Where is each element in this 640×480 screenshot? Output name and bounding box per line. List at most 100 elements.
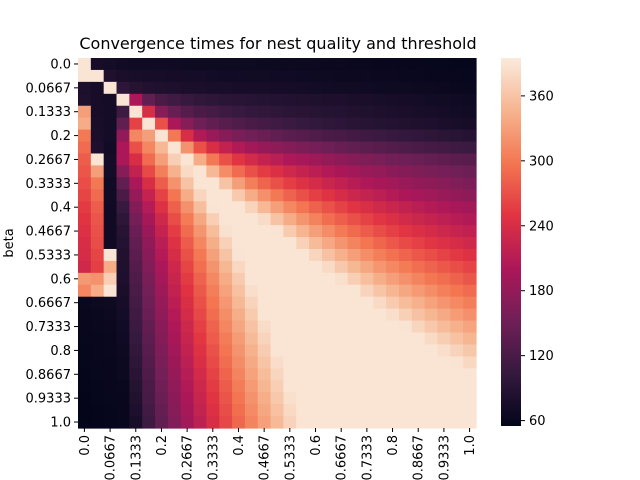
heatmap-cell bbox=[193, 225, 207, 238]
x-tick-label: 0.4 bbox=[232, 435, 247, 456]
heatmap-cell bbox=[321, 129, 336, 143]
heatmap-cell bbox=[257, 296, 272, 310]
heatmap-cell bbox=[103, 308, 118, 322]
heatmap-cell bbox=[167, 248, 182, 262]
heatmap-cell bbox=[424, 368, 439, 381]
heatmap-cell bbox=[167, 81, 182, 95]
heatmap-cell bbox=[283, 332, 297, 346]
heatmap-cell bbox=[450, 237, 464, 250]
heatmap-cell bbox=[116, 69, 130, 83]
heatmap-cell bbox=[270, 93, 285, 107]
heatmap-cell bbox=[437, 141, 451, 155]
heatmap-cell bbox=[155, 248, 169, 262]
heatmap-cell bbox=[193, 272, 207, 286]
heatmap-cell bbox=[283, 368, 297, 381]
heatmap-cell bbox=[142, 201, 156, 214]
heatmap-cell bbox=[334, 308, 349, 322]
heatmap-cell bbox=[103, 248, 118, 262]
heatmap-cell bbox=[283, 392, 297, 405]
heatmap-cell bbox=[424, 344, 439, 357]
heatmap-cell bbox=[373, 320, 387, 334]
heatmap-cell bbox=[450, 404, 464, 417]
heatmap-cell bbox=[424, 58, 439, 71]
heatmap-cell bbox=[463, 69, 477, 83]
heatmap-cell bbox=[360, 368, 374, 381]
heatmap-cell bbox=[437, 237, 451, 250]
heatmap-cell bbox=[321, 368, 336, 381]
heatmap-cell bbox=[155, 237, 169, 250]
heatmap-cell bbox=[103, 189, 118, 202]
heatmap-cell bbox=[180, 58, 195, 71]
heatmap-cell bbox=[360, 141, 374, 155]
heatmap-cell bbox=[450, 58, 464, 71]
heatmap-cell bbox=[309, 129, 323, 143]
heatmap-cell bbox=[360, 81, 374, 95]
heatmap-cell bbox=[129, 272, 143, 286]
heatmap-cell bbox=[257, 93, 272, 107]
heatmap-cell bbox=[270, 368, 285, 381]
heatmap-cell bbox=[450, 308, 464, 322]
heatmap-cell bbox=[206, 272, 220, 286]
heatmap-cell bbox=[463, 213, 477, 226]
heatmap-cell bbox=[90, 404, 105, 417]
heatmap-cell bbox=[244, 81, 259, 95]
heatmap-cell bbox=[296, 201, 310, 214]
heatmap-cell bbox=[219, 141, 233, 155]
heatmap-cell bbox=[206, 416, 220, 429]
heatmap-cell bbox=[463, 201, 477, 214]
heatmap-cell bbox=[321, 416, 336, 429]
heatmap-cell bbox=[90, 81, 105, 95]
heatmap-cell bbox=[296, 153, 310, 167]
heatmap-cell bbox=[244, 153, 259, 167]
heatmap-cell bbox=[116, 284, 130, 298]
heatmap-cell bbox=[129, 320, 143, 334]
heatmap-cell bbox=[116, 201, 130, 214]
heatmap-cell bbox=[244, 380, 259, 393]
heatmap-cell bbox=[321, 272, 336, 286]
heatmap-cell bbox=[347, 284, 362, 298]
heatmap-cell bbox=[347, 392, 362, 405]
heatmap-cell bbox=[334, 69, 349, 83]
heatmap-cell bbox=[321, 117, 336, 131]
heatmap-cell bbox=[103, 404, 118, 417]
heatmap-cell bbox=[232, 296, 246, 310]
heatmap-cell bbox=[386, 237, 400, 250]
heatmap-cell bbox=[373, 93, 387, 107]
heatmap-cell bbox=[129, 81, 143, 95]
heatmap-cell bbox=[155, 404, 169, 417]
heatmap-cell bbox=[437, 248, 451, 262]
heatmap-cell bbox=[206, 69, 220, 83]
heatmap-cell bbox=[193, 296, 207, 310]
heatmap-cell bbox=[232, 356, 246, 369]
heatmap-cell bbox=[142, 213, 156, 226]
heatmap-cell bbox=[334, 380, 349, 393]
heatmap-cell bbox=[232, 284, 246, 298]
heatmap-cell bbox=[450, 93, 464, 107]
heatmap-cell bbox=[398, 308, 413, 322]
heatmap-cell bbox=[90, 177, 105, 190]
heatmap-cell bbox=[116, 308, 130, 322]
heatmap-cell bbox=[116, 332, 130, 346]
heatmap-cell bbox=[334, 272, 349, 286]
heatmap-cell bbox=[155, 69, 169, 83]
heatmap-cell bbox=[386, 105, 400, 119]
heatmap-cell bbox=[103, 356, 118, 369]
heatmap-cell bbox=[78, 284, 92, 298]
heatmap-cell bbox=[142, 308, 156, 322]
heatmap-cell bbox=[386, 117, 400, 131]
heatmap-cell bbox=[437, 308, 451, 322]
heatmap-cell bbox=[386, 404, 400, 417]
x-tick-label: 0.9333 bbox=[437, 435, 452, 480]
heatmap-cell bbox=[206, 368, 220, 381]
heatmap-cell bbox=[283, 320, 297, 334]
heatmap-cell bbox=[167, 129, 182, 143]
heatmap-cell bbox=[103, 129, 118, 143]
chart-title: Convergence times for nest quality and t… bbox=[79, 34, 476, 53]
heatmap-cell bbox=[373, 69, 387, 83]
heatmap-cell bbox=[78, 58, 92, 71]
heatmap-cell bbox=[283, 58, 297, 71]
heatmap-cell bbox=[244, 332, 259, 346]
heatmap-cell bbox=[398, 189, 413, 202]
heatmap-cell bbox=[386, 141, 400, 155]
heatmap-cell bbox=[424, 392, 439, 405]
